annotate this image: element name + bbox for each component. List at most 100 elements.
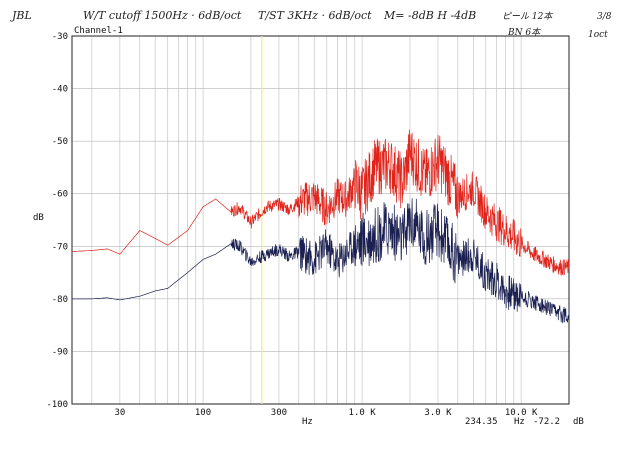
- series-point: [215, 254, 216, 255]
- y-tick-label: -30: [52, 32, 68, 42]
- y-tick-label: -100: [46, 400, 68, 410]
- series-point: [533, 254, 534, 255]
- series-point: [553, 311, 554, 312]
- series-point: [346, 251, 347, 252]
- cursor-frequency-unit: Hz: [514, 417, 525, 427]
- series-point: [155, 290, 156, 291]
- series-point: [448, 246, 449, 247]
- y-axis-label: dB: [33, 213, 44, 223]
- series-point: [561, 314, 562, 315]
- series-point: [202, 206, 203, 207]
- series-point: [71, 251, 72, 252]
- series-point: [91, 250, 92, 251]
- series-point: [266, 206, 267, 207]
- series-point: [361, 240, 362, 241]
- series-point: [409, 151, 410, 152]
- annotation-brand: JBL: [10, 9, 32, 22]
- series-point: [354, 243, 355, 244]
- plot-frame: [71, 35, 570, 405]
- series-line-1: [72, 129, 570, 277]
- series-point: [239, 246, 240, 247]
- series-point: [230, 212, 231, 213]
- y-tick-label: -70: [52, 242, 68, 252]
- series-point: [337, 196, 338, 197]
- series-point: [107, 248, 108, 249]
- cursor-level-readout: -72.2: [533, 417, 560, 427]
- y-tick-labels: -30 -40 -50 -60 -70 -80 -90 -100: [46, 32, 68, 410]
- series-point: [425, 238, 426, 239]
- series-point: [155, 238, 156, 239]
- cursor-frequency-readout: 234.35: [465, 417, 498, 427]
- series-point: [230, 243, 231, 244]
- y-tick-label: -90: [52, 347, 68, 357]
- series-point: [266, 254, 267, 255]
- series-point: [107, 297, 108, 298]
- series-point: [505, 290, 506, 291]
- series-point: [314, 259, 315, 260]
- series-point: [278, 204, 279, 205]
- series-point: [496, 280, 497, 281]
- series-point: [505, 230, 506, 231]
- series-point: [389, 227, 390, 228]
- y-tick-label: -40: [52, 85, 68, 95]
- series-point: [553, 264, 554, 265]
- series-point: [425, 177, 426, 178]
- series-point: [337, 261, 338, 262]
- channel-label: Channel-1: [74, 26, 123, 36]
- series-point: [289, 209, 290, 210]
- x-tick-labels: 30 100 300 1.0 K 3.0 K 10.0 K: [114, 408, 538, 418]
- series-point: [346, 198, 347, 199]
- series-point: [409, 219, 410, 220]
- series-point: [402, 240, 403, 241]
- series-point: [521, 243, 522, 244]
- series-point: [139, 296, 140, 297]
- x-tick-label: 30: [114, 408, 125, 418]
- series-point: [568, 267, 569, 268]
- x-tick-label: 1.0 K: [349, 408, 377, 418]
- series-point: [119, 299, 120, 300]
- series-point: [544, 259, 545, 260]
- series-point: [457, 196, 458, 197]
- series-point: [561, 267, 562, 268]
- annotation-bn-count: BN 6本: [507, 27, 541, 38]
- series-point: [402, 183, 403, 184]
- series-point: [119, 254, 120, 255]
- series-point: [289, 256, 290, 257]
- series-point: [496, 222, 497, 223]
- series-point: [187, 230, 188, 231]
- series-point: [278, 248, 279, 249]
- series-point: [374, 167, 375, 168]
- cursor-level-unit: dB: [573, 417, 584, 427]
- series-point: [167, 288, 168, 289]
- series-point: [139, 230, 140, 231]
- series-layer: [71, 129, 570, 324]
- series-point: [298, 201, 299, 202]
- series-point: [298, 251, 299, 252]
- series-point: [568, 314, 569, 315]
- y-tick-label: -60: [52, 190, 68, 200]
- series-point: [215, 198, 216, 199]
- series-point: [167, 245, 168, 246]
- series-point: [326, 209, 327, 210]
- series-point: [91, 298, 92, 299]
- series-point: [187, 272, 188, 273]
- series-point: [374, 235, 375, 236]
- series-point: [448, 177, 449, 178]
- series-point: [521, 296, 522, 297]
- series-point: [533, 301, 534, 302]
- series-point: [71, 298, 72, 299]
- annotation-super-tweeter: T/ST 3KHz · 6dB/oct: [258, 9, 372, 22]
- series-point: [202, 259, 203, 260]
- series-point: [485, 212, 486, 213]
- y-tick-label: -80: [52, 295, 68, 305]
- y-tick-label: -50: [52, 137, 68, 147]
- series-point: [544, 306, 545, 307]
- series-point: [485, 275, 486, 276]
- series-point: [389, 164, 390, 165]
- series-line-2: [72, 198, 570, 324]
- annotation-corner-sub: 1oct: [588, 30, 608, 40]
- x-tick-label: 100: [195, 408, 211, 418]
- series-point: [326, 246, 327, 247]
- series-point: [437, 159, 438, 160]
